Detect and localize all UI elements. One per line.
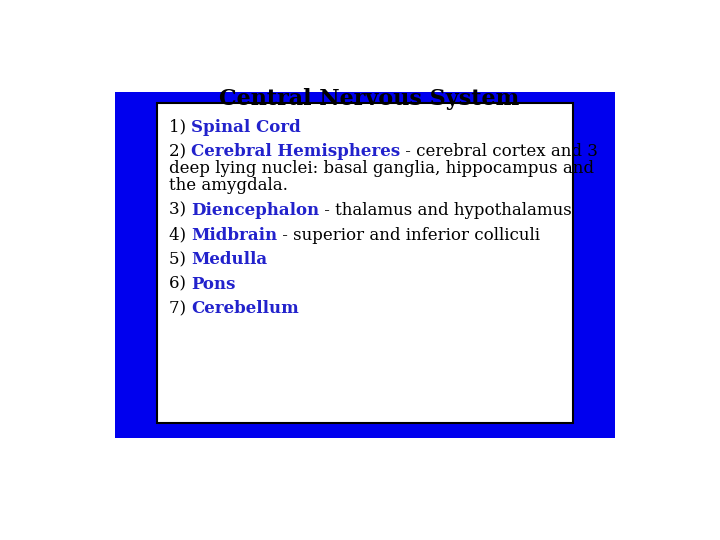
Text: Pons: Pons (191, 276, 235, 293)
Text: Spinal Cord: Spinal Cord (192, 119, 301, 136)
Text: - cerebral cortex and 3: - cerebral cortex and 3 (400, 143, 598, 160)
Text: Cerebellum: Cerebellum (192, 300, 299, 318)
Text: Midbrain: Midbrain (192, 226, 277, 244)
Text: Diencephalon: Diencephalon (192, 202, 319, 219)
Text: Central Nervous System: Central Nervous System (219, 88, 519, 110)
Text: Cerebral Hemispheres: Cerebral Hemispheres (192, 143, 400, 160)
Text: - superior and inferior colliculi: - superior and inferior colliculi (277, 226, 540, 244)
Text: 3): 3) (168, 202, 192, 219)
Text: 6): 6) (168, 276, 191, 293)
Text: 7): 7) (168, 300, 192, 318)
Text: - thalamus and hypothalamus: - thalamus and hypothalamus (319, 202, 572, 219)
Text: the amygdala.: the amygdala. (168, 177, 288, 194)
Bar (157, 103, 573, 423)
Text: 1): 1) (168, 119, 192, 136)
Bar (115, 92, 616, 438)
Text: 2): 2) (168, 143, 192, 160)
Text: deep lying nuclei: basal ganglia, hippocampus and: deep lying nuclei: basal ganglia, hippoc… (168, 160, 594, 177)
Text: 5): 5) (168, 251, 191, 268)
Text: Medulla: Medulla (191, 251, 267, 268)
Text: 4): 4) (168, 226, 192, 244)
